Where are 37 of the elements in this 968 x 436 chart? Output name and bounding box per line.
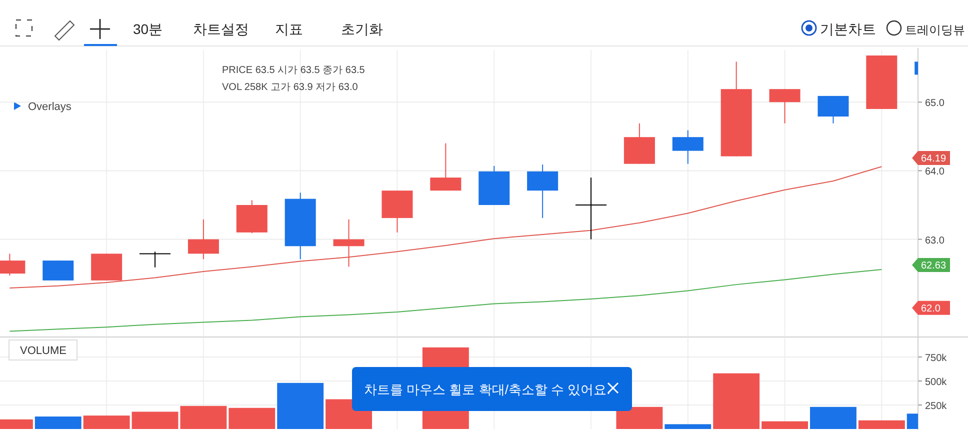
bar — [34, 416, 82, 429]
annotation: 62.0 — [921, 303, 941, 314]
text: 기본차트 — [820, 21, 876, 37]
text: 30분 — [133, 21, 163, 37]
bar — [277, 382, 324, 429]
y-tick-label: 750k — [925, 353, 948, 364]
line-series — [9, 268, 882, 332]
bar — [713, 373, 760, 429]
candlestick — [139, 251, 172, 268]
bar — [810, 406, 856, 429]
bar — [762, 421, 808, 429]
y-tick-label: 250k — [925, 401, 948, 412]
bar — [228, 408, 276, 429]
text: 62.63 — [921, 260, 946, 272]
text: 지표 — [275, 21, 303, 37]
annotation: 차트를 마우스 휠로 확대/축소할 수 있어요. — [364, 382, 610, 397]
bar — [83, 416, 130, 429]
bar — [616, 406, 663, 429]
y-tick-label: 64.0 — [925, 166, 945, 178]
annotation: PRICE 63.5 시가 63.5 종가 63.5 — [222, 65, 366, 76]
candlestick — [333, 218, 364, 268]
bar — [132, 412, 178, 429]
bar — [858, 420, 905, 429]
bar — [664, 424, 712, 429]
line-series — [9, 166, 882, 288]
text: 차트설정 — [193, 21, 249, 37]
text: 64.19 — [921, 154, 946, 164]
annotation: Overlays — [28, 101, 72, 113]
bar — [180, 406, 227, 429]
y-tick-label: 500k — [925, 377, 948, 388]
candlestick — [575, 177, 608, 240]
text: 초기화 — [341, 21, 383, 37]
annotation: VOL 258K 고가 63.9 저가 63.0 — [222, 82, 358, 93]
y-tick-label: 65.0 — [925, 98, 945, 110]
annotation: VOLUME — [20, 345, 66, 357]
text: 트레이딩뷰 — [905, 23, 965, 37]
y-tick-label: 63.0 — [925, 235, 945, 246]
